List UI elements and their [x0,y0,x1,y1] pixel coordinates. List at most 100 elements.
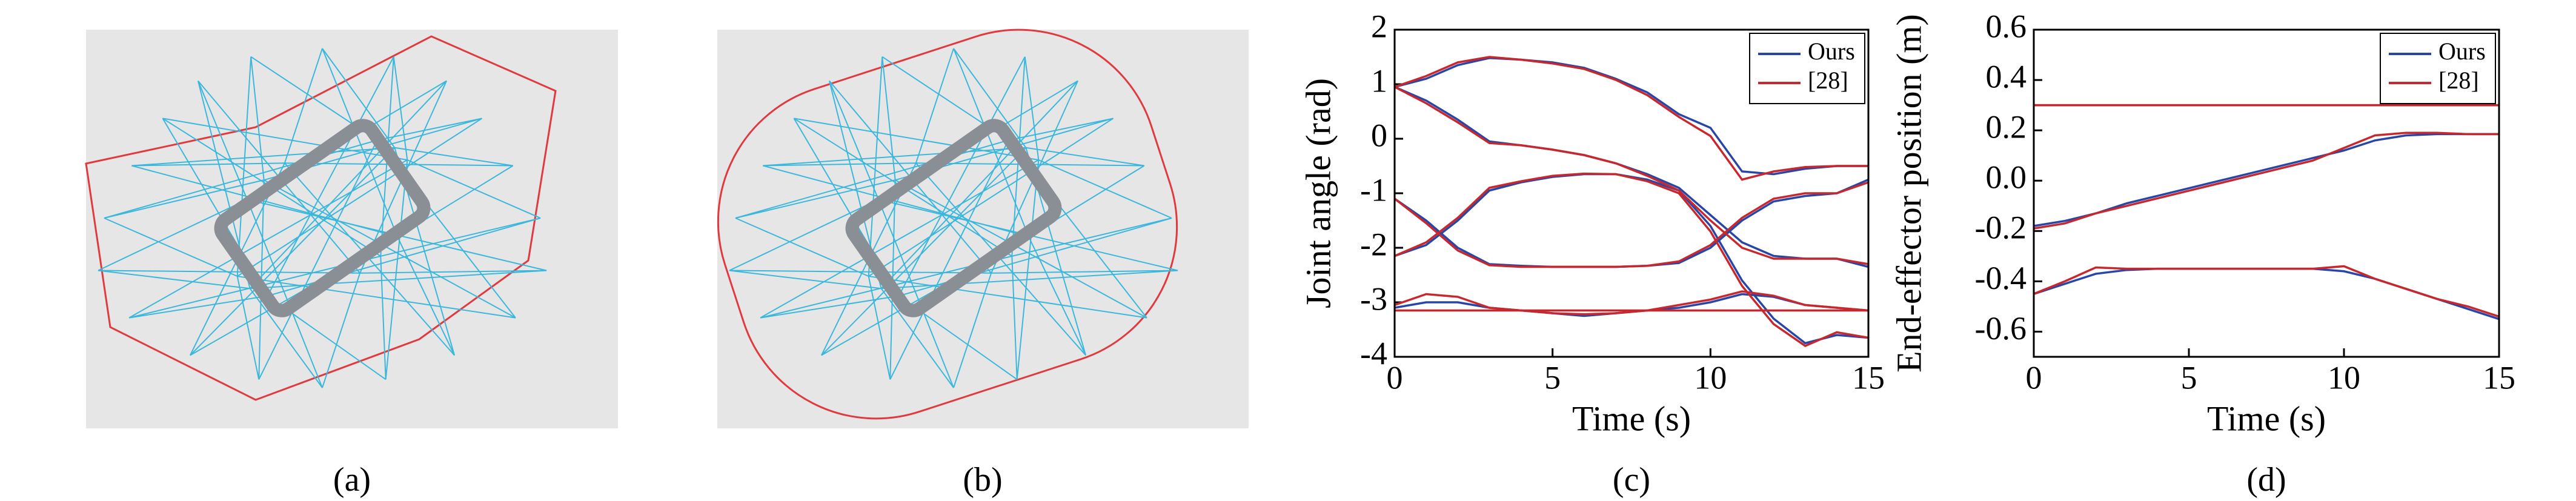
mesh-edge [236,56,252,277]
mesh-edge [380,256,387,380]
mesh-edge [397,236,456,356]
mesh-edge [895,179,1147,319]
x-tick-label: 15 [1852,359,1885,396]
mesh-edge [868,276,891,380]
data-line [2033,265,2500,318]
mesh-edge [794,118,1039,161]
y-tick-label: 0.0 [1986,159,2027,196]
mesh-edge [1011,256,1018,380]
mesh-edge [237,118,483,277]
mesh-edge [250,56,265,181]
data-line [1394,290,1869,316]
mesh-edge [249,288,323,388]
y-tick-label: -1 [1360,171,1387,208]
caption: (a) [333,461,371,499]
data-line [2033,267,2500,320]
mesh-edge [322,273,361,388]
mesh-edge [991,270,1178,274]
mesh-edge [104,179,264,219]
mesh-edge [763,162,916,167]
plot-frame [1393,28,1870,358]
mesh-edge [104,217,238,277]
mesh-edge [360,270,547,274]
mesh-edge [729,199,879,271]
data-line [1394,56,1868,181]
y-tick-label: 0.2 [1986,109,2027,145]
workspace-boundary [717,28,1178,420]
data-line [1394,57,1868,176]
object-frame [214,119,431,317]
mesh-edge [128,159,408,319]
mesh-edge [128,295,268,319]
mesh-edge [322,48,396,148]
mesh-edge [236,276,260,380]
x-tick-label: 10 [1694,359,1727,396]
caption: (d) [2246,461,2286,499]
x-tick-label: 15 [2483,359,2515,396]
legend-label: Ours [1808,38,1855,65]
data-line [2033,131,2499,230]
chart: 0 5 10 15 -0.6 -0.4 -0.2 0.0 0.2 0.4 0.6 Time (s) En… [1889,8,2515,438]
x-tick-label: 0 [2026,359,2042,396]
y-tick-label: -4 [1360,335,1387,371]
mesh-edge [267,56,394,296]
y-tick-label: -0.6 [1975,310,2027,347]
panel-b-image [717,30,1249,428]
mesh-edge [881,56,896,181]
mesh-edge [868,276,1147,319]
y-axis-label: End-effector position (m) [1889,14,1928,373]
y-tick-label: -3 [1360,280,1387,317]
y-tick-label: 0 [1371,117,1387,153]
mesh-edge [889,140,1009,380]
y-tick-label: -2 [1360,226,1387,262]
data-line [1394,172,1869,347]
mesh-edge [98,199,248,271]
mesh-edge [385,159,408,380]
x-tick-label: 0 [1387,359,1403,396]
mesh-edge [98,270,250,290]
mesh-edge [729,270,881,290]
mesh-edge [162,118,408,161]
mesh-edge [249,80,447,289]
mesh-edge [198,81,248,200]
mesh-edge [380,217,541,257]
mesh-edge [131,162,285,167]
y-tick-label: -0.2 [1975,210,2027,246]
mesh-edge [953,48,1027,148]
mesh-edge [880,288,954,388]
mesh-edge [258,140,378,380]
chart: 0 5 10 15 -4 -3 -2 -1 0 1 2 Time (s) Joint angle (ra… [1298,8,1885,438]
object-frame [845,119,1062,317]
mesh-edge [880,80,1078,289]
x-tick-label: 5 [1544,359,1561,396]
mesh-edge [322,48,398,237]
mesh-edge [1008,118,1114,141]
mesh-edge [821,147,1027,356]
workspace-boundary [85,35,557,401]
mesh-edge [1012,217,1172,257]
legend-label: Ours [2438,38,2486,65]
mesh-edge [394,147,513,167]
mesh-edge [237,276,516,319]
mesh-edge [377,118,482,141]
legend-box [2380,33,2496,104]
caption: (c) [1613,461,1650,499]
mesh-illustrations [85,28,1178,420]
mesh-edge [284,48,323,164]
mesh-edge [1016,159,1040,380]
y-tick-label: 0.4 [1986,58,2027,95]
mesh-edge [1026,147,1144,167]
plot-frame [2033,28,2500,358]
mesh-edge [829,81,879,200]
y-tick-label: 0.6 [1986,8,2027,44]
mesh-edge [247,199,323,388]
panel-a-image [86,30,618,428]
mesh-edge [953,48,1029,237]
mesh-edge [760,295,899,319]
y-tick-label: -0.4 [1975,260,2027,296]
data-line [1393,181,1869,268]
mesh-edge [735,217,869,277]
y-axis-label: Joint angle (rad) [1298,78,1338,308]
